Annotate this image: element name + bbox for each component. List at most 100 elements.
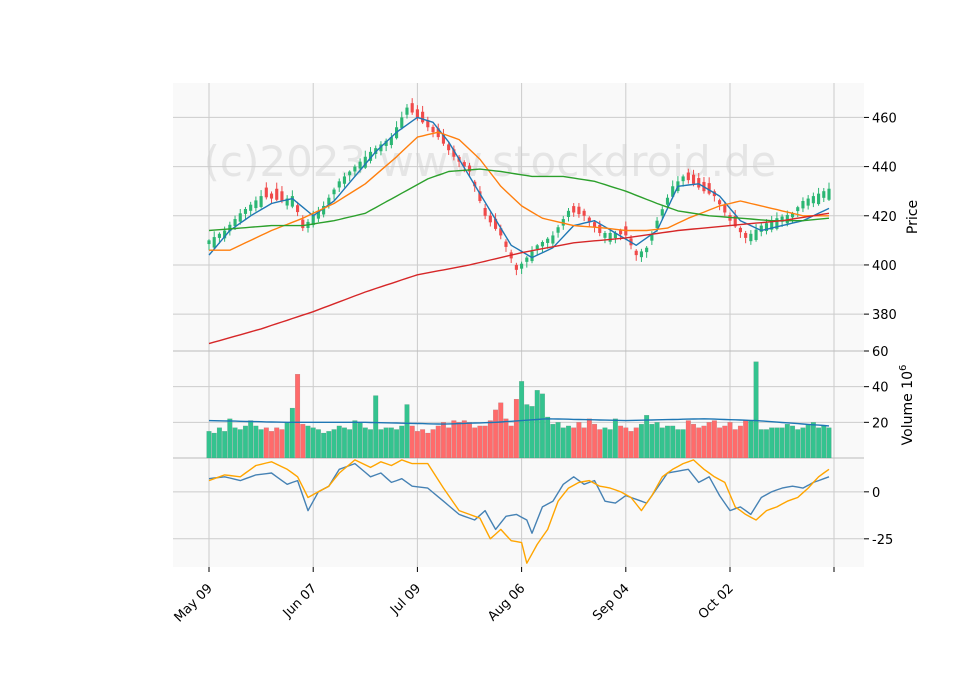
candle-body	[738, 227, 742, 233]
candle-body	[723, 205, 727, 213]
candle-body	[499, 228, 503, 236]
candle-body	[316, 210, 320, 219]
candle-body	[389, 137, 393, 146]
volume-bar	[513, 398, 519, 459]
volume-axis-label: Volume 106	[898, 365, 916, 446]
candle-body	[467, 165, 472, 172]
plot-background	[173, 83, 864, 567]
volume-bar	[748, 420, 754, 459]
candle-body	[249, 204, 253, 211]
volume-bar	[373, 395, 379, 459]
volume-average-line	[208, 418, 830, 427]
candle-body	[540, 241, 545, 247]
candle-body	[483, 207, 487, 216]
volume-bar	[227, 418, 233, 459]
volume-bar	[451, 420, 457, 459]
volume-bar	[763, 429, 769, 459]
volume-bar	[576, 422, 582, 459]
candle-body	[775, 218, 779, 229]
candle-body	[582, 210, 586, 216]
volume-bar	[826, 427, 832, 459]
volume-y-tick-label: 60	[872, 345, 889, 360]
x-tick-label: Sep 04	[590, 581, 633, 624]
candle-body	[520, 263, 524, 269]
volume-bar	[300, 423, 306, 459]
candle-body	[280, 191, 284, 202]
volume-bar	[545, 416, 551, 459]
candle-body	[337, 181, 341, 188]
candle-body	[478, 191, 482, 202]
volume-bar	[430, 429, 436, 459]
volume-bar	[774, 427, 780, 459]
volume-bar	[248, 420, 254, 459]
candle-body	[645, 247, 649, 253]
volume-bar	[581, 427, 587, 459]
candle-body	[332, 189, 336, 195]
candle-body	[353, 166, 357, 172]
volume-bar	[206, 431, 212, 459]
candle-body	[556, 227, 560, 233]
candle-body	[822, 191, 826, 198]
candle-body	[619, 230, 623, 235]
candle-body	[452, 149, 456, 157]
candle-body	[691, 174, 696, 184]
candle-body	[358, 161, 362, 169]
candle-body	[639, 251, 643, 258]
volume-bar	[211, 432, 217, 459]
volume-bar	[425, 432, 431, 459]
volume-bar	[461, 420, 467, 459]
volume-bar	[649, 423, 655, 459]
volume-bar	[711, 420, 717, 459]
volume-bar	[242, 425, 248, 459]
candle-body	[764, 223, 769, 232]
candle-body	[572, 206, 576, 213]
candle-body	[259, 196, 263, 207]
volume-bar	[816, 427, 822, 459]
volume-y-tick-label: 20	[872, 416, 889, 431]
candle-body	[405, 107, 409, 115]
volume-bar	[237, 429, 243, 459]
volume-bar	[607, 429, 613, 459]
price-y-tick-label: 400	[872, 259, 897, 274]
volume-bar	[539, 393, 545, 459]
volume-bar	[769, 427, 775, 459]
candle-body	[290, 196, 294, 207]
candle-body	[254, 200, 258, 209]
candle-body	[598, 224, 602, 233]
candle-body	[426, 120, 430, 128]
candle-body	[535, 245, 539, 250]
volume-bar	[691, 423, 697, 459]
price-axis-label: Price	[905, 200, 921, 234]
volume-bar	[508, 425, 514, 459]
volume-bar	[305, 425, 311, 459]
volume-bar	[232, 427, 238, 459]
volume-bar	[758, 429, 764, 459]
price-y-tick-label: 460	[872, 111, 897, 126]
candle-body	[796, 207, 800, 212]
volume-bar	[289, 407, 295, 459]
volume-bar	[347, 429, 353, 459]
volume-bar	[566, 425, 571, 459]
volume-bar	[821, 425, 827, 459]
x-tick-label: Aug 06	[485, 581, 528, 624]
candle-body	[759, 225, 763, 232]
candle-body	[827, 188, 831, 200]
watermark: (c)2023 www.stockdroid.de	[204, 137, 777, 186]
candle-body	[233, 219, 237, 227]
x-tick-label: Jun 07	[280, 581, 320, 621]
volume-bar	[440, 422, 446, 459]
candle-body	[650, 234, 654, 241]
volume-bar	[550, 423, 556, 459]
volume-bar	[675, 429, 681, 459]
candle-body	[441, 134, 446, 144]
volume-bar	[743, 420, 749, 459]
candle-body	[421, 111, 425, 123]
volume-bar	[592, 423, 598, 459]
volume-bar	[618, 425, 624, 459]
candle-body	[790, 213, 795, 218]
moving-average-line	[208, 168, 830, 232]
candle-body	[514, 264, 518, 270]
candle-body	[264, 187, 268, 198]
volume-bar	[357, 422, 363, 459]
